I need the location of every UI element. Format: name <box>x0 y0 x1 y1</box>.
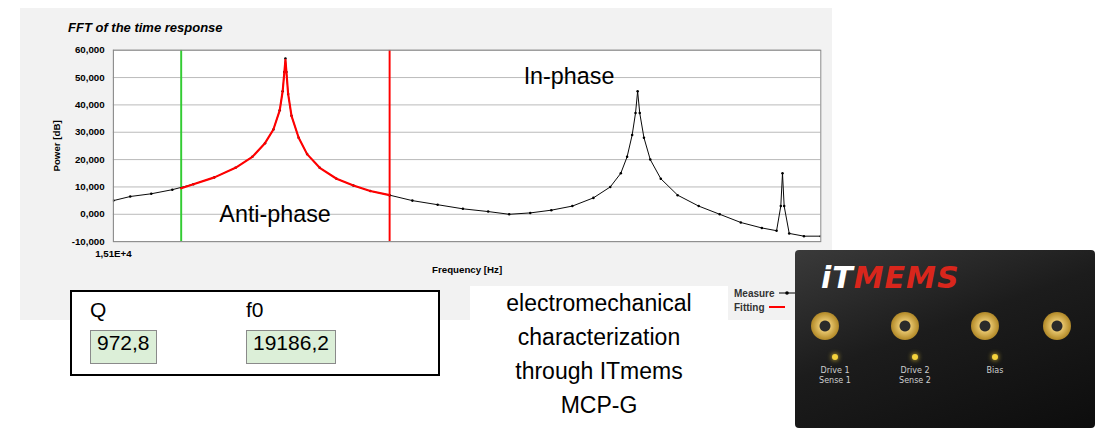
svg-text:40,000: 40,000 <box>75 99 105 110</box>
html-text:Q: Q <box>90 298 107 321</box>
svg-text:Frequency [Hz]: Frequency [Hz] <box>432 264 502 275</box>
html-text:972,8: 972,8 <box>97 331 150 354</box>
svg-text:0,000: 0,000 <box>80 208 104 219</box>
html-text:electromechanical: electromechanical <box>506 290 692 316</box>
svg-text:In-phase: In-phase <box>524 63 615 89</box>
html-text:through ITmems: through ITmems <box>515 358 683 384</box>
html-text:f0: f0 <box>246 298 264 321</box>
html-text:iT MEMS: iT MEMS <box>821 260 960 295</box>
html-text:Drive 2: Drive 2 <box>900 366 930 375</box>
html-text:characterization: characterization <box>517 324 681 350</box>
html-text:Sense 1: Sense 1 <box>819 376 851 385</box>
svg-text:-10,000: -10,000 <box>72 236 105 247</box>
html-text:Measure: Measure <box>734 287 775 299</box>
html-text:Bias: Bias <box>986 366 1004 375</box>
svg-text:60,000: 60,000 <box>75 44 105 55</box>
svg-text:50,000: 50,000 <box>75 72 105 83</box>
svg-text:10,000: 10,000 <box>75 181 105 192</box>
html-text:FFT of the time response: FFT of the time response <box>68 20 223 35</box>
svg-text:Anti-phase: Anti-phase <box>219 201 330 227</box>
html-text:Fitting: Fitting <box>734 301 765 313</box>
html-text:19186,2: 19186,2 <box>253 331 329 354</box>
html-text:Sense 2: Sense 2 <box>899 376 931 385</box>
svg-text:1,51E+4: 1,51E+4 <box>95 248 132 259</box>
svg-text:Power [dB]: Power [dB] <box>51 120 62 171</box>
svg-text:20,000: 20,000 <box>75 154 105 165</box>
svg-text:30,000: 30,000 <box>75 126 105 137</box>
html-text:MCP-G: MCP-G <box>560 392 638 418</box>
html-text:Drive 1: Drive 1 <box>820 366 850 375</box>
